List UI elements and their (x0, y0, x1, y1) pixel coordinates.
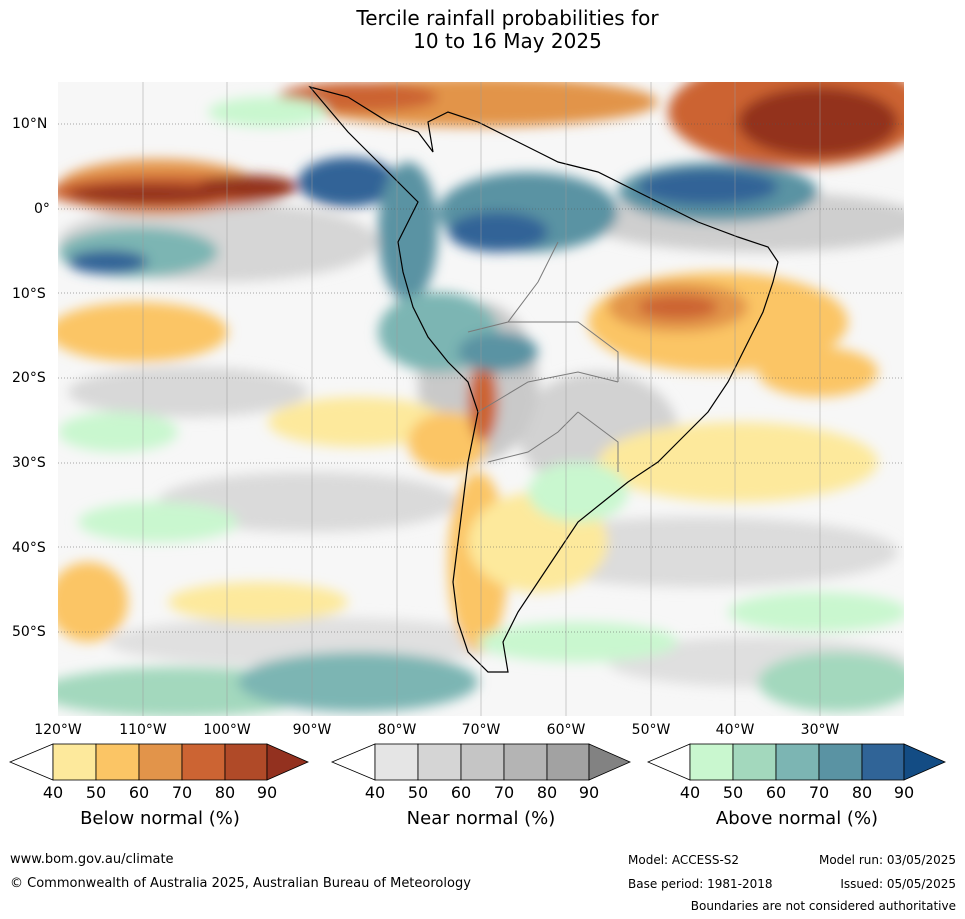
lat-label-10s: 10°S (12, 286, 46, 302)
lon-label-80w: 80°W (377, 722, 417, 738)
country-borders (467, 241, 619, 472)
lon-label-50w: 50°W (631, 722, 671, 738)
lat-label-20s: 20°S (12, 370, 46, 386)
model-run-date: Model run: 03/05/2025 (818, 853, 956, 867)
website-link[interactable]: www.bom.gov.au/climate (10, 852, 174, 867)
near-tick-80: 80 (536, 783, 558, 802)
lon-label-40w: 40°W (715, 722, 755, 738)
near-tick-40: 40 (364, 783, 386, 802)
probability-map (58, 82, 904, 716)
above-tick-80: 80 (851, 783, 873, 802)
below-tick-80: 80 (214, 783, 236, 802)
continent-outline (308, 85, 779, 673)
model-name: Model: ACCESS-S2 (628, 853, 740, 867)
above-tick-60: 60 (765, 783, 787, 802)
below-tick-60: 60 (128, 783, 150, 802)
lon-label-100w: 100°W (203, 722, 251, 738)
lon-label-30w: 30°W (800, 722, 840, 738)
copyright-text: © Commonwealth of Australia 2025, Austra… (10, 876, 471, 891)
base-period: Base period: 1981-2018 (628, 877, 773, 891)
map-canvas (58, 82, 904, 716)
boundaries-disclaimer: Boundaries are not considered authoritat… (690, 899, 956, 913)
colorbars (8, 743, 946, 781)
below-tick-50: 50 (85, 783, 107, 802)
lat-label-50s: 50°S (12, 624, 46, 640)
above-tick-70: 70 (808, 783, 830, 802)
near-normal-title: Near normal (%) (406, 808, 556, 829)
below-tick-70: 70 (171, 783, 193, 802)
lon-label-90w: 90°W (292, 722, 332, 738)
near-tick-60: 60 (450, 783, 472, 802)
lon-label-120w: 120°W (34, 722, 82, 738)
lon-label-60w: 60°W (546, 722, 586, 738)
chart-title-line1: Tercile rainfall probabilities for (356, 6, 659, 30)
issued-date: Issued: 05/05/2025 (840, 877, 956, 891)
above-tick-40: 40 (679, 783, 701, 802)
above-tick-90: 90 (893, 783, 915, 802)
lat-label-30s: 30°S (12, 455, 46, 471)
lat-label-40s: 40°S (12, 540, 46, 556)
colorbar-near (330, 743, 631, 781)
colorbar-below (8, 743, 309, 781)
lon-label-110w: 110°W (119, 722, 167, 738)
near-tick-50: 50 (407, 783, 429, 802)
chart-title-line2: 10 to 16 May 2025 (413, 29, 602, 53)
below-normal-title: Below normal (%) (80, 808, 240, 829)
below-tick-90: 90 (256, 783, 278, 802)
meridians (142, 82, 821, 716)
above-normal-title: Above normal (%) (715, 808, 879, 829)
colorbar-above (646, 743, 946, 781)
near-tick-70: 70 (493, 783, 515, 802)
near-tick-90: 90 (578, 783, 600, 802)
lon-label-70w: 70°W (461, 722, 501, 738)
below-tick-40: 40 (42, 783, 64, 802)
above-tick-50: 50 (722, 783, 744, 802)
lat-label-10n: 10°N (12, 116, 48, 132)
lat-label-0: 0° (34, 201, 50, 217)
